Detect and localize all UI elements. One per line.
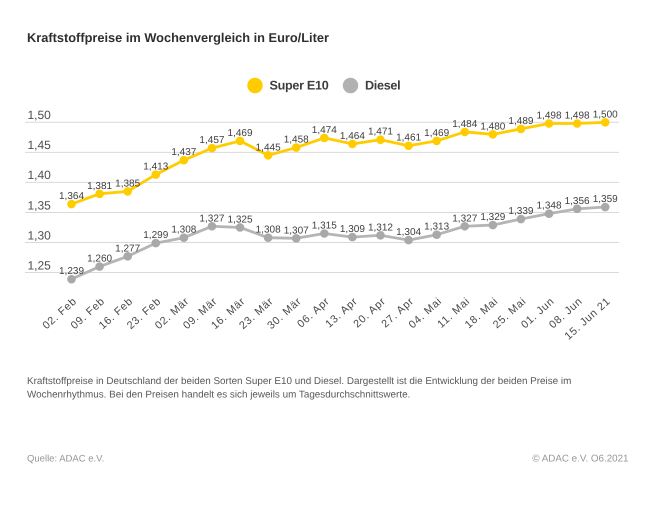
svg-text:1,484: 1,484 [452,119,477,130]
svg-text:1,489: 1,489 [508,116,533,127]
svg-text:1,498: 1,498 [537,111,562,122]
svg-text:1,461: 1,461 [396,133,421,144]
svg-text:1,239: 1,239 [59,266,84,277]
svg-text:Kraftstoffpreise im Wochenverg: Kraftstoffpreise im Wochenvergleich in E… [27,30,329,45]
svg-text:1,313: 1,313 [424,222,449,233]
svg-text:1,498: 1,498 [565,111,590,122]
svg-text:1,469: 1,469 [228,128,253,139]
svg-text:1,25: 1,25 [28,258,52,272]
svg-text:Quelle: ADAC e.V.: Quelle: ADAC e.V. [27,454,104,465]
svg-text:1,437: 1,437 [171,147,196,158]
svg-text:1,500: 1,500 [593,109,618,120]
svg-text:1,339: 1,339 [508,206,533,217]
svg-text:Super E10: Super E10 [270,78,329,92]
svg-text:Kraftstoffpreise in Deutschlan: Kraftstoffpreise in Deutschland der beid… [27,376,571,387]
svg-text:1,277: 1,277 [115,243,140,254]
svg-text:© ADAC e.V. O6.2021: © ADAC e.V. O6.2021 [532,454,628,465]
svg-text:1,30: 1,30 [28,228,52,242]
svg-text:1,471: 1,471 [368,127,393,138]
svg-text:1,327: 1,327 [452,213,477,224]
svg-text:1,35: 1,35 [28,198,52,212]
svg-text:1,457: 1,457 [199,135,224,146]
svg-text:1,458: 1,458 [284,135,309,146]
svg-text:1,308: 1,308 [256,225,281,236]
svg-text:1,445: 1,445 [256,142,281,153]
svg-text:1,356: 1,356 [565,196,590,207]
svg-text:1,260: 1,260 [87,254,112,265]
svg-text:1,315: 1,315 [312,220,337,231]
svg-text:1,309: 1,309 [340,224,365,235]
svg-text:1,381: 1,381 [87,181,112,192]
svg-text:1,308: 1,308 [171,225,196,236]
svg-text:1,474: 1,474 [312,125,337,136]
svg-text:1,312: 1,312 [368,222,393,233]
svg-text:1,413: 1,413 [143,162,168,173]
svg-text:1,348: 1,348 [537,201,562,212]
svg-text:1,329: 1,329 [480,212,505,223]
svg-text:Wochenrhythmus. Bei den Preise: Wochenrhythmus. Bei den Preisen handelt … [27,390,410,401]
svg-text:1,480: 1,480 [480,121,505,132]
svg-text:1,464: 1,464 [340,131,365,142]
svg-text:1,307: 1,307 [284,225,309,236]
svg-text:1,469: 1,469 [424,128,449,139]
svg-text:1,45: 1,45 [28,138,52,152]
svg-text:1,327: 1,327 [199,213,224,224]
svg-text:1,299: 1,299 [143,230,168,241]
svg-text:1,325: 1,325 [228,214,253,225]
svg-text:Diesel: Diesel [365,78,400,92]
svg-text:1,40: 1,40 [28,168,52,182]
svg-text:1,50: 1,50 [28,108,52,122]
svg-text:1,359: 1,359 [593,194,618,205]
svg-text:1,364: 1,364 [59,191,84,202]
svg-text:1,304: 1,304 [396,227,421,238]
svg-text:1,385: 1,385 [115,178,140,189]
